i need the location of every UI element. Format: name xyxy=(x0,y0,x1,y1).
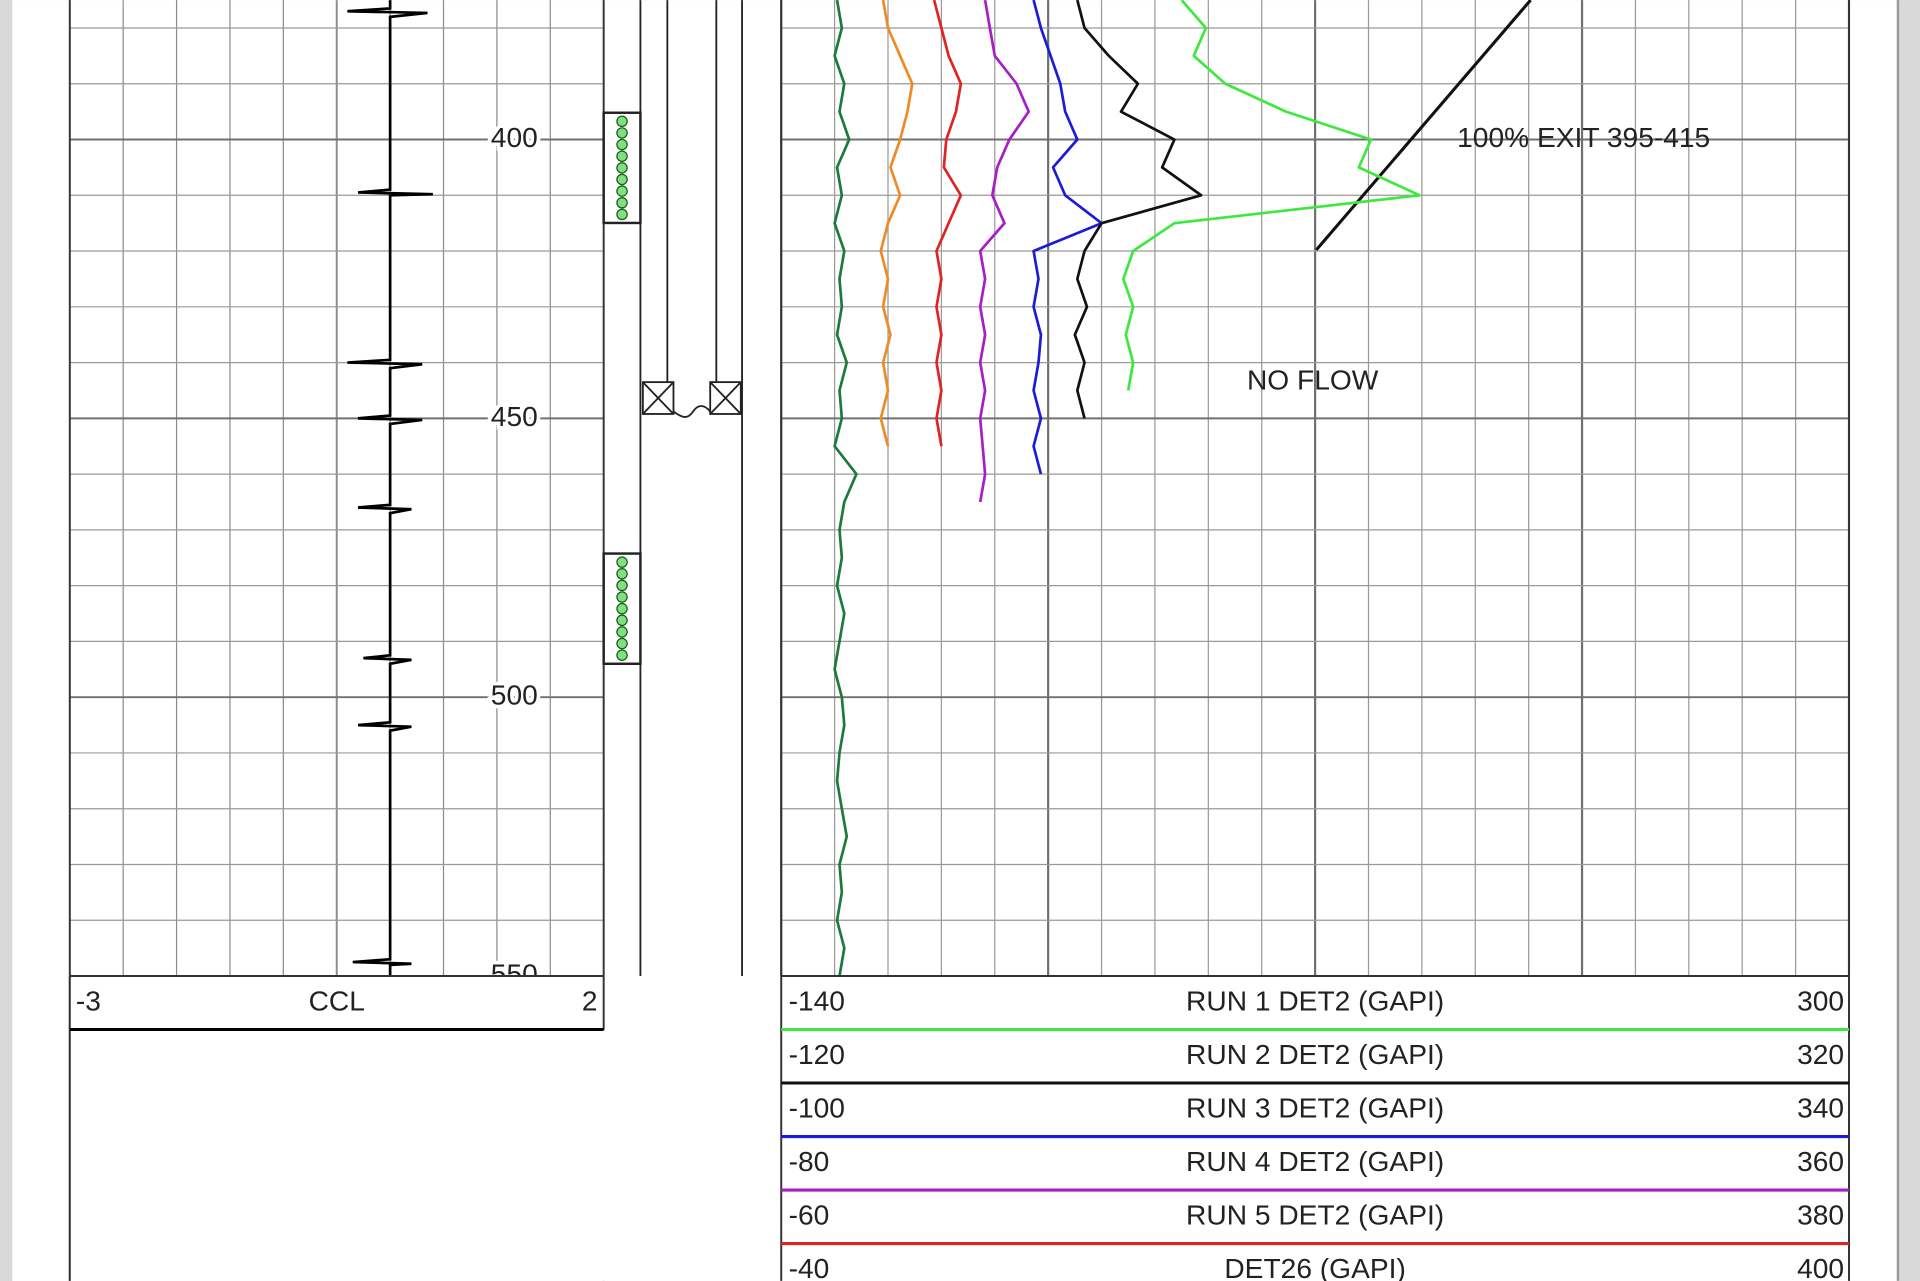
header: -3 CCL 2 -140 RUN 1 DET2 (GAPI) 300 -120 RUN 2 … xyxy=(68,975,1850,1281)
ccl-name: CCL xyxy=(309,985,365,1016)
legend-min: -100 xyxy=(789,1092,845,1123)
shot xyxy=(616,579,628,592)
depth-label: 400 xyxy=(491,122,538,153)
header-background xyxy=(69,976,1849,1281)
log-curve xyxy=(879,0,914,447)
legend-max: 340 xyxy=(1797,1092,1844,1123)
shot xyxy=(616,127,628,139)
legend-name: DET26 (GAPI) xyxy=(1224,1253,1406,1281)
legend-max: 400 xyxy=(1797,1253,1844,1281)
legend-name: RUN 2 DET2 (GAPI) xyxy=(1186,1039,1444,1070)
log-curve xyxy=(1122,0,1421,391)
log-curve xyxy=(978,0,1031,503)
shot xyxy=(616,602,628,615)
log-curve xyxy=(1073,0,1203,419)
legend-name: RUN 4 DET2 (GAPI) xyxy=(1186,1146,1444,1177)
legend-name: RUN 1 DET2 (GAPI) xyxy=(1186,985,1444,1016)
shot xyxy=(616,150,628,162)
perforation-shots xyxy=(616,115,628,661)
annotation: 100% EXIT 395-415 xyxy=(1457,122,1710,153)
shot xyxy=(616,208,628,221)
tubing-tail xyxy=(672,405,711,418)
shot xyxy=(616,637,628,650)
depth-label: 500 xyxy=(491,680,538,711)
shot xyxy=(616,556,628,568)
shot xyxy=(616,614,628,627)
shot xyxy=(616,173,628,186)
legend-name: RUN 3 DET2 (GAPI) xyxy=(1186,1092,1444,1123)
shot xyxy=(616,568,628,580)
ccl-max: 2 xyxy=(582,985,598,1016)
log-curve xyxy=(833,0,858,977)
legend-max: 300 xyxy=(1797,985,1844,1016)
legend-min: -60 xyxy=(789,1199,830,1230)
annotation-line xyxy=(1315,0,1532,251)
legend-name: RUN 5 DET2 (GAPI) xyxy=(1186,1199,1444,1230)
legend-max: 380 xyxy=(1797,1199,1844,1230)
shot xyxy=(616,591,628,603)
shot xyxy=(616,649,628,661)
legend-max: 360 xyxy=(1797,1146,1844,1177)
shot xyxy=(616,162,628,174)
legend-min: -120 xyxy=(789,1039,845,1070)
shot xyxy=(616,626,628,638)
shot xyxy=(616,115,628,128)
legend-min: -40 xyxy=(789,1253,830,1281)
packer-cross xyxy=(642,381,675,415)
legend-min: -140 xyxy=(789,985,845,1016)
log-curve xyxy=(932,0,963,447)
shot xyxy=(616,138,628,151)
shot xyxy=(616,185,628,197)
depth-label: 450 xyxy=(491,401,538,432)
annotation: NO FLOW xyxy=(1247,365,1379,396)
legend-min: -80 xyxy=(789,1146,830,1177)
shot xyxy=(616,196,628,209)
log-curve xyxy=(1032,0,1103,475)
legend-max: 320 xyxy=(1797,1039,1844,1070)
packer-cross xyxy=(709,381,742,415)
ccl-min: -3 xyxy=(76,985,101,1016)
curves xyxy=(347,0,1421,977)
ccl-curve xyxy=(347,0,433,977)
completion-diagram xyxy=(602,0,743,977)
